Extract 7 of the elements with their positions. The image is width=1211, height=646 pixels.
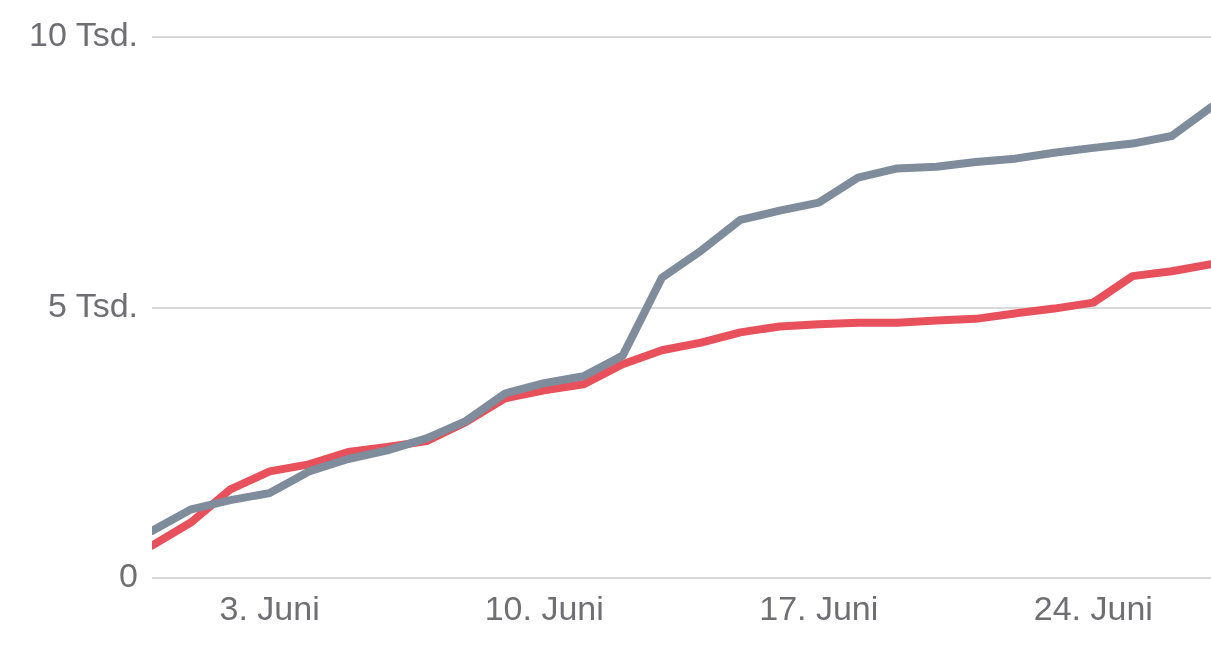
y-tick-label: 0 xyxy=(119,556,138,595)
y-tick-label: 5 Tsd. xyxy=(47,285,138,324)
y-tick-label: 10 Tsd. xyxy=(28,15,138,54)
x-tick-label: 24. Juni xyxy=(1033,588,1153,627)
x-tick-label: 17. Juni xyxy=(759,588,879,627)
x-tick-label: 3. Juni xyxy=(219,588,320,627)
x-tick-label: 10. Juni xyxy=(484,588,604,627)
